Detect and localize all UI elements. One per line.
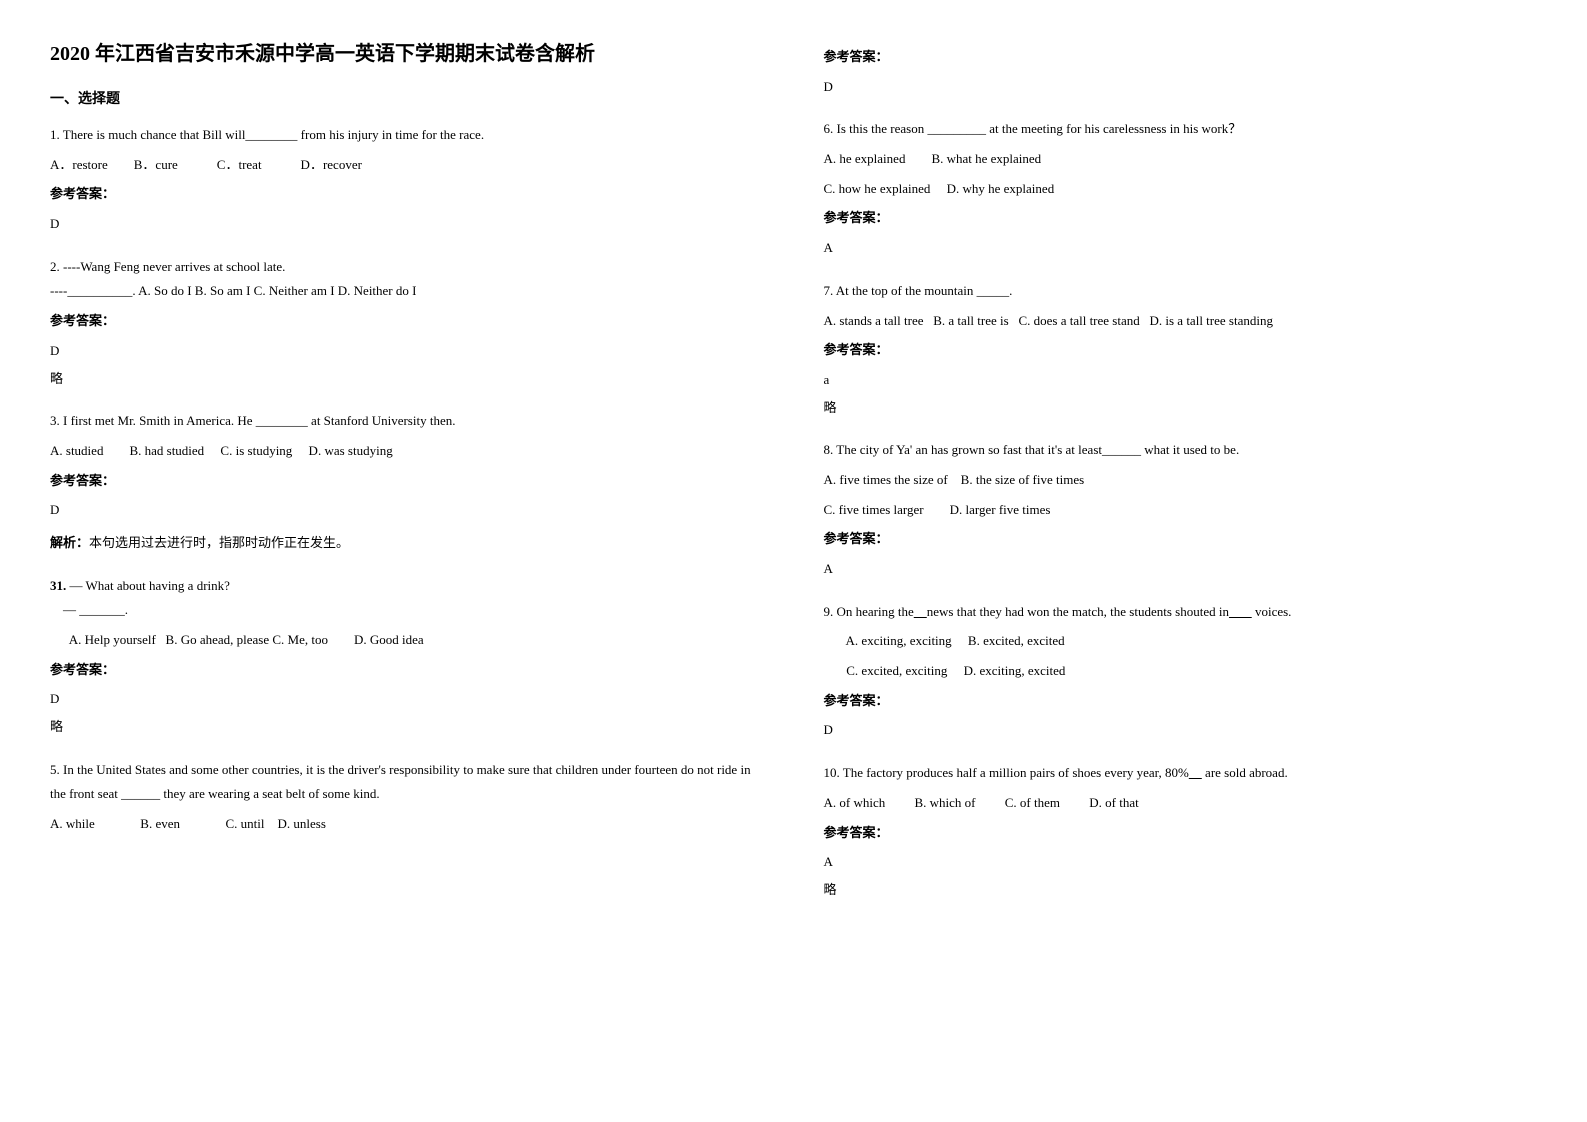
- q2-text2: ----__________. A. So do I B. So am I C.…: [50, 279, 764, 304]
- question-8: 8. The city of Ya' an has grown so fast …: [824, 438, 1538, 581]
- page-container: 2020 年江西省吉安市禾源中学高一英语下学期期末试卷含解析 一、选择题 1. …: [50, 40, 1537, 921]
- q3-text: 3. I first met Mr. Smith in America. He …: [50, 409, 764, 434]
- q9-blank2: [1229, 604, 1252, 619]
- question-6: 6. Is this the reason _________ at the m…: [824, 117, 1538, 260]
- q1-options: A．restore B．cure C．treat D．recover: [50, 153, 764, 178]
- q3-explanation-label: 解析：: [50, 535, 89, 550]
- q8-options2: C. five times larger D. larger five time…: [824, 498, 1538, 523]
- q9-text: 9. On hearing the news that they had won…: [824, 600, 1538, 625]
- q5-answer: D: [824, 75, 1538, 100]
- q8-answer-label: 参考答案：: [824, 527, 1538, 552]
- q10-options: A. of which B. which of C. of them D. of…: [824, 791, 1538, 816]
- q31-number: 31.: [50, 578, 66, 593]
- q6-options2: C. how he explained D. why he explained: [824, 177, 1538, 202]
- q6-answer: A: [824, 236, 1538, 261]
- q9-options2: C. excited, exciting D. exciting, excite…: [824, 659, 1538, 684]
- question-9: 9. On hearing the news that they had won…: [824, 600, 1538, 743]
- question-2: 2. ----Wang Feng never arrives at school…: [50, 255, 764, 391]
- q8-options1: A. five times the size of B. the size of…: [824, 468, 1538, 493]
- section-1-heading: 一、选择题: [50, 88, 764, 108]
- q10-blank: [1189, 765, 1202, 780]
- q9-blank1: [914, 604, 927, 619]
- q31-answer-label: 参考答案：: [50, 658, 764, 683]
- question-1: 1. There is much chance that Bill will__…: [50, 123, 764, 237]
- q31-answer: D: [50, 687, 764, 712]
- q3-options: A. studied B. had studied C. is studying…: [50, 439, 764, 464]
- q6-answer-label: 参考答案：: [824, 206, 1538, 231]
- q10-answer-label: 参考答案：: [824, 821, 1538, 846]
- q31-text: 31. — What about having a drink?: [50, 574, 764, 599]
- q7-answer: a: [824, 368, 1538, 393]
- q3-explanation-text: 本句选用过去进行时，指那时动作正在发生。: [89, 535, 349, 550]
- q3-answer-label: 参考答案：: [50, 469, 764, 494]
- question-5-answer: 参考答案： D: [824, 45, 1538, 99]
- q31-text2: — _______.: [50, 598, 764, 623]
- q1-answer-label: 参考答案：: [50, 182, 764, 207]
- q3-explanation: 解析：本句选用过去进行时，指那时动作正在发生。: [50, 531, 764, 556]
- question-5: 5. In the United States and some other c…: [50, 758, 764, 837]
- q5-text: 5. In the United States and some other c…: [50, 758, 764, 807]
- q10-answer: A: [824, 850, 1538, 875]
- q6-options1: A. he explained B. what he explained: [824, 147, 1538, 172]
- q2-answer: D: [50, 339, 764, 364]
- left-column: 2020 年江西省吉安市禾源中学高一英语下学期期末试卷含解析 一、选择题 1. …: [50, 40, 764, 921]
- right-column: 参考答案： D 6. Is this the reason _________ …: [824, 40, 1538, 921]
- q8-answer: A: [824, 557, 1538, 582]
- q9-answer-label: 参考答案：: [824, 689, 1538, 714]
- q7-omit: 略: [824, 396, 1538, 421]
- q9-answer: D: [824, 718, 1538, 743]
- q31-stem: — What about having a drink?: [70, 578, 230, 593]
- question-10: 10. The factory produces half a million …: [824, 761, 1538, 902]
- q7-answer-label: 参考答案：: [824, 338, 1538, 363]
- q2-text: 2. ----Wang Feng never arrives at school…: [50, 255, 764, 280]
- q10-omit: 略: [824, 878, 1538, 903]
- q31-options: A. Help yourself B. Go ahead, please C. …: [50, 628, 764, 653]
- question-31: 31. — What about having a drink? — _____…: [50, 574, 764, 740]
- q7-text: 7. At the top of the mountain _____.: [824, 279, 1538, 304]
- q1-answer: D: [50, 212, 764, 237]
- q8-text: 8. The city of Ya' an has grown so fast …: [824, 438, 1538, 463]
- question-7: 7. At the top of the mountain _____. A. …: [824, 279, 1538, 420]
- q7-options: A. stands a tall tree B. a tall tree is …: [824, 309, 1538, 334]
- q10-text: 10. The factory produces half a million …: [824, 761, 1538, 786]
- q6-text: 6. Is this the reason _________ at the m…: [824, 117, 1538, 142]
- q2-answer-label: 参考答案：: [50, 309, 764, 334]
- q1-text: 1. There is much chance that Bill will__…: [50, 123, 764, 148]
- q31-omit: 略: [50, 715, 764, 740]
- document-title: 2020 年江西省吉安市禾源中学高一英语下学期期末试卷含解析: [50, 40, 764, 68]
- q2-omit: 略: [50, 367, 764, 392]
- q9-options1: A. exciting, exciting B. excited, excite…: [824, 629, 1538, 654]
- q5-options: A. while B. even C. until D. unless: [50, 812, 764, 837]
- question-3: 3. I first met Mr. Smith in America. He …: [50, 409, 764, 555]
- q5-answer-label: 参考答案：: [824, 45, 1538, 70]
- q3-answer: D: [50, 498, 764, 523]
